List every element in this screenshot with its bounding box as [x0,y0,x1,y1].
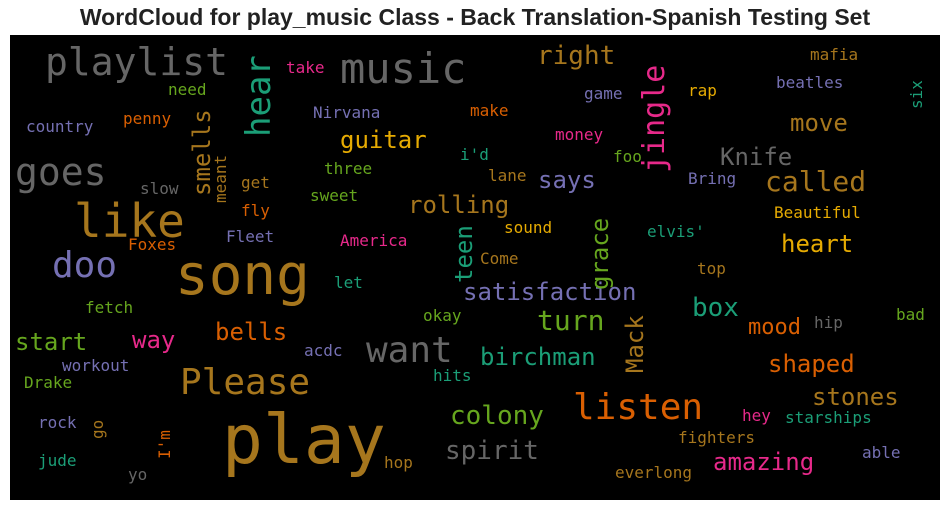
word-right: right [537,41,616,71]
word-mack: Mack [621,315,649,373]
word-mafia: mafia [810,45,859,64]
word-slow: slow [140,179,179,198]
word-hits: hits [433,366,472,385]
word-foo: foo [613,147,642,166]
word-six: six [907,80,926,109]
word-three: three [324,159,373,178]
word-shaped: shaped [768,350,855,378]
word-starships: starships [785,408,872,427]
word-go: go [88,419,107,439]
chart-title: WordCloud for play_music Class - Back Tr… [79,4,871,30]
word-want: want [366,330,453,371]
word-beatles: beatles [776,73,844,92]
word-teen: teen [450,225,478,283]
word-fly: fly [241,201,270,220]
word-penny: penny [123,109,172,128]
word-america: America [340,231,408,250]
word-able: able [862,443,901,462]
word-playlist: playlist [45,40,229,84]
word-id: i'd [460,145,489,164]
word-workout: workout [62,356,130,375]
word-country: country [26,117,94,136]
word-top: top [697,259,726,278]
word-bells: bells [215,318,288,346]
word-im: I'm [155,430,174,459]
word-rolling: rolling [408,191,510,219]
word-like: like [74,194,185,248]
word-hip: hip [814,313,843,332]
word-doo: doo [52,245,118,286]
word-box: box [692,293,739,323]
word-grace: grace [586,217,614,290]
word-yo: yo [128,465,148,484]
word-foxes: Foxes [128,235,177,254]
word-game: game [584,84,623,103]
word-jingle: jingle [637,64,672,173]
word-okay: okay [423,306,462,325]
word-lane: lane [488,166,527,185]
word-rock: rock [38,413,77,432]
word-start: start [15,328,88,356]
word-guitar: guitar [340,126,427,154]
word-drake: Drake [24,373,73,392]
word-bad: bad [896,305,925,324]
word-meant: meant [211,154,230,203]
word-money: money [555,125,604,144]
word-beautiful: Beautiful [774,203,861,222]
word-everlong: everlong [615,463,693,482]
word-mood: mood [748,315,801,340]
word-bring: Bring [688,169,737,188]
word-let: let [334,273,363,292]
word-elvis: elvis' [647,222,705,241]
word-fetch: fetch [85,298,134,317]
word-come: Come [480,249,519,268]
word-called: called [765,165,867,198]
word-satisfaction: satisfaction [463,278,637,306]
word-says: says [538,166,596,194]
word-turn: turn [537,304,605,337]
word-take: take [286,58,325,77]
word-sound: sound [504,218,553,237]
word-listen: listen [573,387,704,428]
word-song: song [175,243,310,308]
word-goes: goes [15,150,107,194]
word-music: music [340,44,467,93]
word-get: get [241,173,270,192]
word-rap: rap [688,81,717,100]
word-sweet: sweet [310,186,359,205]
word-need: need [168,80,207,99]
word-birchman: birchman [480,343,596,371]
word-nirvana: Nirvana [313,103,381,122]
word-fleet: Fleet [226,227,275,246]
word-hey: hey [742,406,771,425]
word-hop: hop [384,453,413,472]
word-hear: hear [239,55,279,137]
word-amazing: amazing [713,448,815,476]
word-colony: colony [450,401,544,431]
word-move: move [790,109,848,137]
word-heart: heart [781,230,854,258]
word-knife: Knife [720,143,793,171]
word-stones: stones [812,383,899,411]
word-acdc: acdc [304,341,343,360]
word-jude: jude [38,451,77,470]
word-spirit: spirit [445,436,539,466]
word-way: way [132,326,176,354]
wordcloud-canvas: play song like music playlist goes listen want P… [10,35,940,500]
word-please: Please [180,362,311,403]
word-play: play [222,401,386,480]
word-make: make [470,101,509,120]
word-fighters: fighters [678,428,756,447]
